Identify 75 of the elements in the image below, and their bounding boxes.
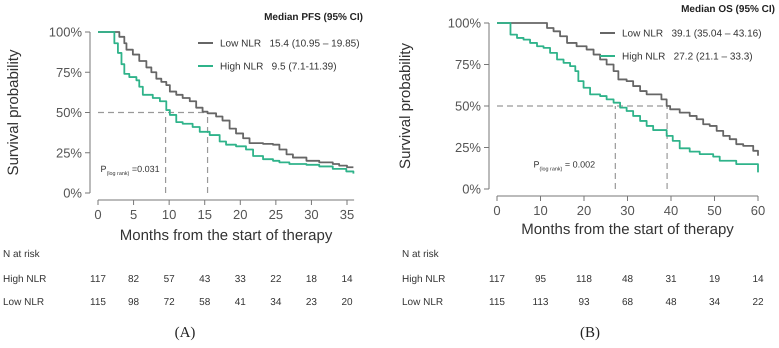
text: N at risk: [402, 249, 440, 260]
text: 68: [622, 297, 634, 308]
text: 58: [199, 297, 211, 308]
text: 33: [234, 274, 246, 285]
x-tick-label: 10: [533, 203, 548, 218]
x-tick-label: 60: [750, 203, 766, 218]
y-axis-title: Survival probability: [5, 49, 22, 176]
text: 82: [128, 274, 140, 285]
text: 115: [90, 297, 106, 308]
text: 14: [752, 274, 764, 285]
x-tick-label: 30: [620, 203, 635, 218]
text: 57: [164, 274, 176, 285]
text: 20: [341, 297, 353, 308]
text: 98: [128, 297, 140, 308]
text: Low NLR: [402, 297, 444, 308]
x-tick-label: 30: [304, 207, 319, 222]
text: (A): [174, 325, 196, 341]
x-tick-label: 35: [340, 207, 354, 222]
text: 34: [270, 297, 282, 308]
y-tick-label: 25%: [56, 145, 82, 160]
text: 19: [708, 274, 720, 285]
x-tick-label: 50: [707, 203, 722, 218]
annotation: P$_{(log rank)}$ = 0.002: [534, 159, 596, 172]
x-axis-title: Months from the start of therapy: [521, 221, 734, 238]
text: 23: [306, 297, 318, 308]
text: 48: [665, 297, 677, 308]
text: 117: [489, 274, 506, 285]
text: 115: [489, 297, 506, 308]
text: 117: [90, 274, 106, 285]
legend-label: Low NLR 15.4 (10.95 – 19.85): [220, 38, 360, 50]
text: 43: [199, 274, 211, 285]
text: 14: [341, 274, 353, 285]
y-tick-label: 0%: [63, 186, 82, 201]
x-tick-label: 40: [664, 203, 678, 218]
text: 93: [578, 297, 590, 308]
legend-title: Median PFS (95% CI): [264, 12, 363, 23]
text: High NLR: [402, 274, 446, 285]
text: 31: [665, 274, 677, 285]
x-tick-label: 0: [94, 207, 102, 222]
text: High NLR: [3, 274, 46, 285]
x-tick-label: 20: [576, 203, 592, 218]
text: 34: [708, 297, 720, 308]
text: 48: [622, 274, 634, 285]
legend-label: High NLR 9.5 (7.1-11.39): [220, 62, 337, 72]
text: 41: [234, 297, 246, 308]
legend-label: Low NLR 39.1 (35.04 – 43.16): [622, 28, 762, 40]
y-tick-label: 0%: [462, 182, 482, 197]
legend-label: High NLR 27.2 (21.1 – 33.3): [622, 52, 753, 62]
y-tick-label: 25%: [454, 140, 482, 156]
text: Low NLR: [3, 297, 44, 308]
y-tick-label: 75%: [454, 57, 482, 72]
text: 113: [532, 297, 549, 308]
text: 18: [306, 274, 318, 285]
annotation: P$_{(log rank)}$ =0.031: [100, 164, 160, 178]
text: 118: [576, 274, 592, 285]
x-axis-title: Months from the start of therapy: [120, 227, 333, 244]
x-tick-label: 5: [130, 207, 138, 222]
legend-title: Median OS (95% CI): [681, 4, 775, 15]
x-tick-label: 20: [233, 207, 248, 222]
y-tick-label: 50%: [56, 105, 82, 120]
text: 22: [752, 297, 764, 308]
x-tick-label: 0: [493, 203, 501, 218]
x-tick-label: 15: [197, 207, 212, 222]
x-tick-label: 10: [162, 207, 176, 222]
text: 22: [270, 274, 282, 285]
text: 95: [534, 274, 546, 285]
y-tick-label: 50%: [454, 98, 482, 114]
text: (B): [580, 325, 600, 341]
text: 72: [164, 297, 176, 308]
y-axis-title: Survival probability: [397, 42, 414, 169]
y-tick-label: 100%: [448, 16, 482, 31]
y-tick-label: 100%: [48, 24, 82, 40]
y-tick-label: 75%: [56, 64, 82, 80]
text: N at risk: [3, 249, 41, 260]
x-tick-label: 25: [268, 207, 284, 222]
